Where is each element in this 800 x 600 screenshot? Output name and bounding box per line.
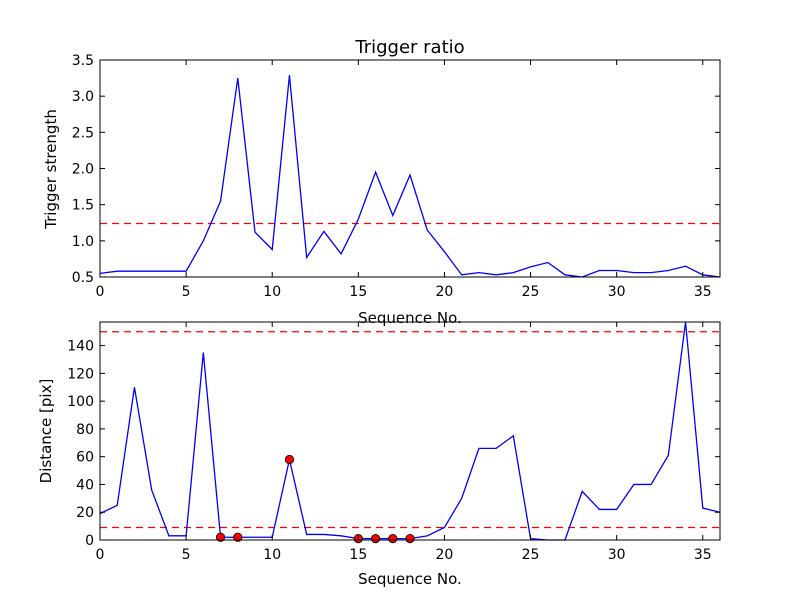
distance-panel: 0 5 10 15 20 25 30 35 0 20 40 60 80 100 120 140 Sequenc… bbox=[37, 321, 721, 588]
x-tick-label: 0 bbox=[96, 284, 105, 300]
highlight-point bbox=[233, 532, 243, 542]
y-tick-label: 120 bbox=[67, 366, 94, 382]
series-group bbox=[99, 321, 721, 541]
x-tick-label: 15 bbox=[349, 547, 367, 563]
y-tick-label: 80 bbox=[76, 422, 94, 438]
tick-group: 0 5 10 15 20 25 30 35 0.5 1.0 1.5 2.0 2.5 3.0 3.5 bbox=[72, 53, 720, 300]
y-tick-label: 2.5 bbox=[72, 125, 94, 141]
x-axis-label: Sequence No. bbox=[358, 309, 462, 327]
y-tick-label: 3.5 bbox=[72, 53, 94, 69]
y-axis-label: Distance [pix] bbox=[37, 379, 55, 484]
plot-frame bbox=[99, 321, 721, 541]
tick-group: 0 5 10 15 20 25 30 35 0 20 40 60 80 100 120 140 bbox=[67, 322, 720, 563]
x-tick-label: 5 bbox=[182, 284, 191, 300]
reference-lines bbox=[100, 331, 720, 529]
y-tick-label: 3.0 bbox=[72, 89, 94, 105]
series-line-0 bbox=[99, 75, 721, 278]
highlight-point bbox=[388, 534, 398, 544]
y-tick-label: 0.5 bbox=[72, 270, 94, 286]
trigger-ratio-panel: Trigger ratio 0 5 10 15 20 25 30 35 0.5 1.0 1.5 2.0… bbox=[42, 37, 721, 327]
x-tick-label: 5 bbox=[182, 547, 191, 563]
series-line-0 bbox=[99, 321, 721, 541]
y-tick-label: 100 bbox=[67, 394, 94, 410]
x-axis-label: Sequence No. bbox=[358, 570, 462, 588]
y-tick-label: 60 bbox=[76, 450, 94, 466]
y-tick-label: 1.5 bbox=[72, 198, 94, 214]
highlight-point bbox=[405, 534, 415, 544]
x-tick-label: 20 bbox=[436, 284, 454, 300]
y-tick-label: 40 bbox=[76, 477, 94, 493]
x-tick-label: 10 bbox=[263, 284, 281, 300]
x-tick-label: 35 bbox=[694, 284, 712, 300]
chart-title: Trigger ratio bbox=[354, 37, 464, 58]
y-tick-label: 0 bbox=[85, 533, 94, 549]
x-tick-label: 20 bbox=[436, 547, 454, 563]
y-tick-label: 2.0 bbox=[72, 162, 94, 178]
y-tick-label: 1.0 bbox=[72, 234, 94, 250]
highlight-point bbox=[215, 532, 226, 542]
highlight-markers bbox=[215, 454, 415, 544]
x-tick-label: 30 bbox=[608, 547, 626, 563]
y-axis-label: Trigger strength bbox=[42, 109, 60, 230]
series-group bbox=[99, 75, 721, 278]
y-tick-label: 140 bbox=[67, 339, 94, 355]
y-tick-label: 20 bbox=[76, 505, 94, 521]
x-tick-label: 35 bbox=[694, 547, 712, 563]
x-tick-label: 30 bbox=[608, 284, 626, 300]
x-tick-label: 25 bbox=[522, 284, 540, 300]
x-tick-label: 10 bbox=[263, 547, 281, 563]
highlight-point bbox=[284, 454, 295, 465]
x-tick-label: 15 bbox=[349, 284, 367, 300]
x-tick-label: 25 bbox=[522, 547, 540, 563]
x-tick-label: 0 bbox=[96, 547, 105, 563]
plot-frame bbox=[99, 59, 721, 278]
highlight-point bbox=[370, 534, 381, 544]
